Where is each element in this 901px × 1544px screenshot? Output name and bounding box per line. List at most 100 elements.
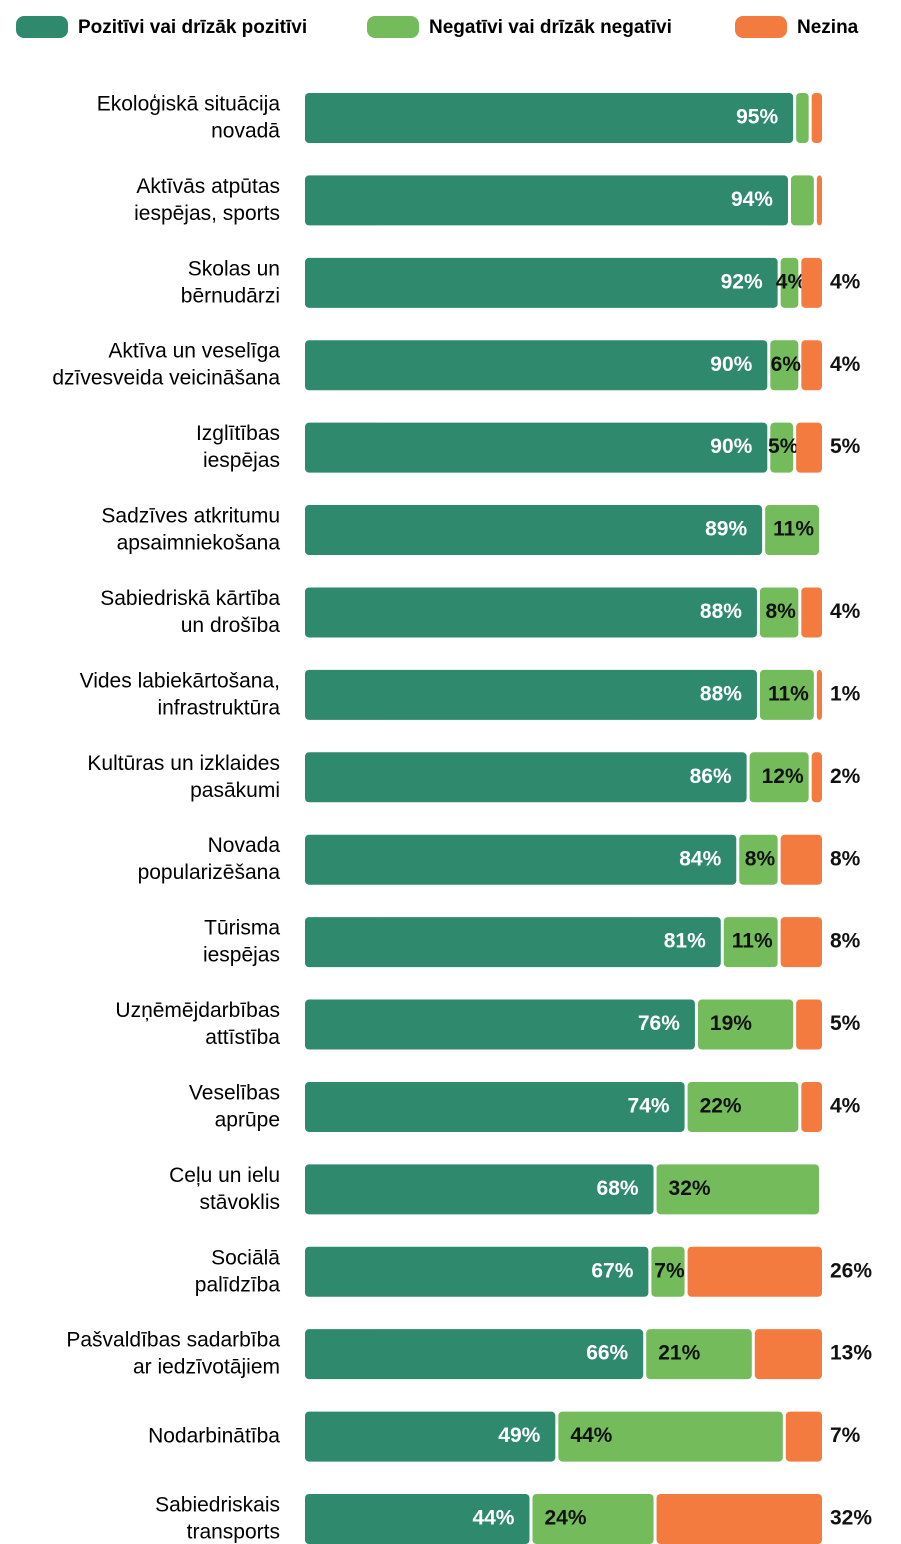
bar-segment	[796, 93, 809, 143]
value-label: 32%	[669, 1177, 711, 1200]
bar-segment	[723, 917, 778, 968]
bar-segment	[305, 175, 788, 226]
legend-label: Nezina	[797, 17, 859, 38]
value-label: 5%	[830, 1012, 861, 1035]
bar-segment	[801, 340, 822, 391]
bar-segment	[305, 340, 768, 391]
bar-segment	[754, 1329, 822, 1380]
value-label: 88%	[700, 600, 742, 623]
category-label: Uzņēmējdarbības attīstība	[115, 999, 280, 1049]
bar-segment	[780, 257, 799, 308]
value-label: 88%	[700, 682, 742, 705]
category-label: Pašvaldības sadarbība ar iedzīvotājiem	[66, 1328, 280, 1378]
value-label: 8%	[830, 847, 861, 870]
bar-segment	[532, 1494, 654, 1544]
bar-segment	[305, 1411, 556, 1462]
value-label: 32%	[830, 1507, 872, 1530]
value-label: 5%	[830, 435, 861, 458]
bar-segment	[796, 422, 822, 473]
value-label: 4%	[830, 1094, 861, 1117]
value-label: 11%	[732, 930, 773, 953]
category-label: Skolas un bērnudārzi	[181, 257, 280, 307]
bar-segment	[801, 587, 822, 638]
value-label: 92%	[721, 270, 763, 293]
value-label: 22%	[700, 1094, 742, 1117]
bar-segment	[305, 422, 768, 473]
bar-segment	[656, 1494, 822, 1544]
bar-segment	[305, 257, 778, 308]
bar-segment	[305, 1164, 654, 1215]
value-label: 90%	[710, 435, 752, 458]
bar-segment	[697, 999, 794, 1050]
value-label: 89%	[705, 518, 747, 541]
value-label: 4%	[776, 270, 807, 293]
bar-segment	[305, 752, 747, 803]
category-label: Vides labiekārtošana, infrastruktūra	[80, 669, 281, 719]
bar-segment	[558, 1411, 783, 1462]
category-label: Aktīvās atpūtas iespējas, sports	[134, 174, 280, 224]
category-label: Novada popularizēšana	[138, 834, 281, 884]
bar-segment	[780, 834, 822, 885]
category-label: Kultūras un izklaides pasākumi	[87, 751, 280, 801]
legend-swatch	[16, 16, 68, 38]
legend-swatch	[367, 16, 419, 38]
bar-segment	[749, 752, 809, 803]
value-label: 76%	[638, 1012, 680, 1035]
category-label: Sabiedriskā kārtība un drošība	[100, 587, 280, 637]
value-label: 13%	[830, 1342, 872, 1365]
bar-segment	[305, 1081, 685, 1132]
value-label: 2%	[830, 765, 861, 788]
value-label: 4%	[830, 600, 861, 623]
value-label: 94%	[731, 188, 773, 211]
bar-segment	[770, 422, 794, 473]
value-label: 8%	[830, 930, 861, 953]
value-label: 11%	[773, 518, 814, 541]
bar-segment	[305, 669, 757, 720]
category-label: Sociālā palīdzība	[195, 1246, 281, 1296]
bar-segment	[305, 587, 757, 638]
value-label: 67%	[591, 1259, 633, 1282]
bar-segment	[801, 257, 822, 308]
bar-segment	[305, 505, 763, 556]
bar-segment	[687, 1246, 822, 1297]
bar-segment	[811, 93, 822, 143]
value-label: 21%	[658, 1342, 700, 1365]
value-label: 26%	[830, 1259, 872, 1282]
bar-segment	[796, 999, 822, 1050]
legend-label: Negatīvi vai drīzāk negatīvi	[429, 17, 672, 38]
value-label: 68%	[597, 1177, 639, 1200]
bar-segment	[759, 669, 814, 720]
bar-segment	[816, 669, 822, 720]
value-label: 6%	[771, 353, 802, 376]
value-label: 7%	[654, 1259, 685, 1282]
category-label: Izglītības iespējas	[196, 422, 280, 472]
category-label: Tūrisma iespējas	[203, 916, 280, 966]
bar-segment	[305, 917, 721, 968]
category-label: Veselības aprūpe	[189, 1081, 280, 1131]
value-label: 81%	[664, 930, 706, 953]
bar-segment	[646, 1329, 752, 1380]
bar-segment	[801, 1081, 822, 1132]
value-label: 1%	[830, 682, 861, 705]
category-label: Aktīva un veselīga dzīvesveida veicināšan…	[52, 339, 280, 389]
value-label: 8%	[745, 847, 776, 870]
value-label: 19%	[710, 1012, 752, 1035]
bar-segment	[739, 834, 778, 885]
value-label: 12%	[762, 765, 804, 788]
value-label: 49%	[498, 1424, 540, 1447]
bar-segment	[765, 505, 819, 556]
bar-segment	[780, 917, 822, 968]
value-label: 95%	[736, 106, 778, 129]
category-label: Sadzīves atkritumu apsaimniekošana	[101, 504, 280, 554]
legend-swatch	[735, 16, 787, 38]
bar-segment	[759, 587, 799, 638]
bar-segment	[305, 1494, 530, 1544]
value-label: 74%	[628, 1094, 670, 1117]
category-label: Nodarbinātība	[148, 1424, 280, 1447]
bar-segment	[785, 1411, 822, 1462]
bar-segment	[305, 999, 695, 1050]
value-label: 84%	[679, 847, 721, 870]
value-label: 90%	[710, 353, 752, 376]
bar-segment	[656, 1164, 819, 1215]
